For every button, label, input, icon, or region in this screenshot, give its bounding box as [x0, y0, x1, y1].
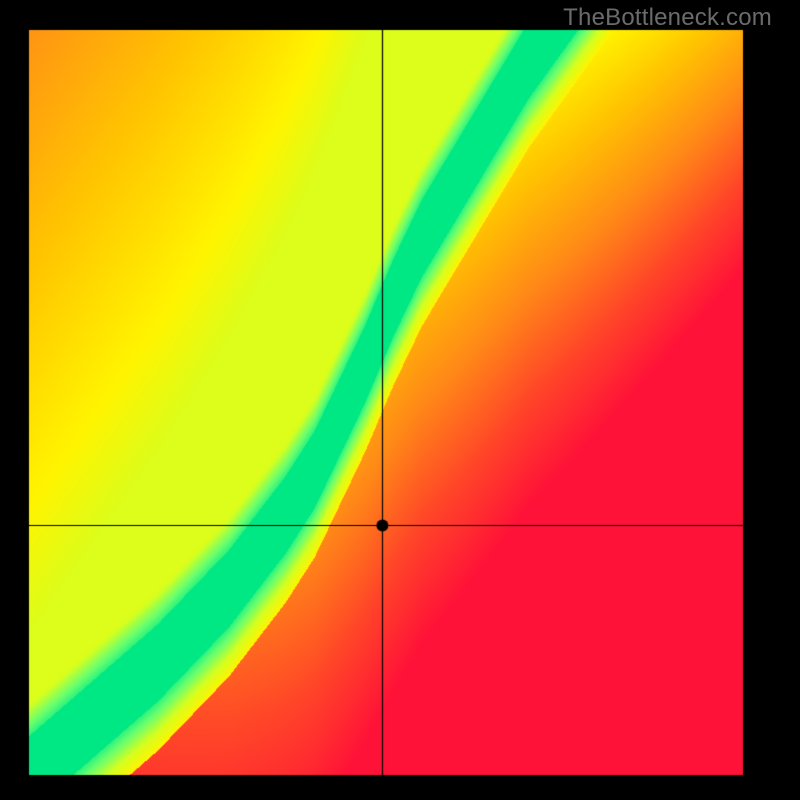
watermark-text: TheBottleneck.com — [563, 4, 772, 32]
heatmap-canvas — [0, 0, 800, 800]
